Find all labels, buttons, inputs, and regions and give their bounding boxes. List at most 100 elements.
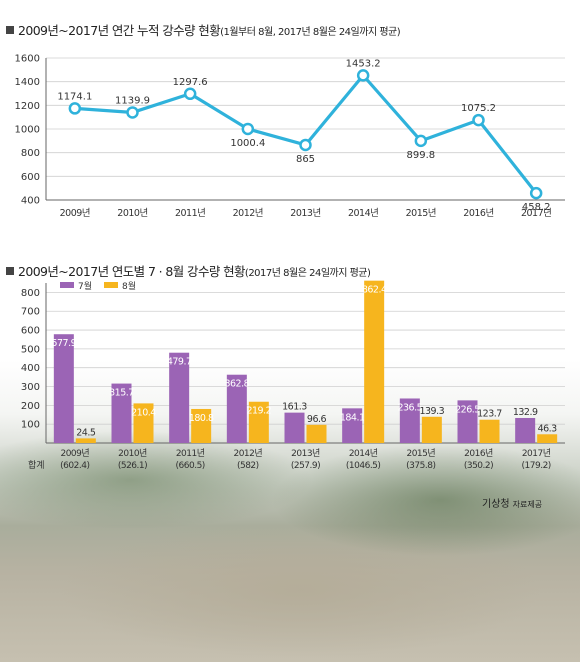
- y-tick-label: 1200: [15, 101, 40, 112]
- data-label: 24.5: [76, 427, 96, 438]
- y-tick-label: 400: [21, 196, 40, 207]
- data-label: 1453.2: [346, 58, 381, 69]
- y-tick-label: 600: [21, 172, 40, 183]
- source-credit: 기상청 자료제공: [482, 495, 542, 510]
- data-label: 161.3: [282, 402, 307, 413]
- line-chart-title-main: 2009년~2017년 연간 누적 강수량 현황: [18, 23, 221, 38]
- bar-august: [479, 419, 500, 443]
- data-label: 219.2: [246, 406, 271, 417]
- bar-august: [191, 408, 212, 443]
- data-label: 1000.4: [230, 138, 265, 149]
- data-label: 362.8: [224, 379, 249, 390]
- y-tick-label: 1400: [15, 77, 40, 88]
- y-tick-label: 600: [21, 326, 40, 337]
- y-tick-label: 300: [21, 382, 40, 393]
- data-label: 226.5: [455, 404, 480, 415]
- legend-label: 8월: [122, 280, 136, 292]
- background-photo-dry-stream: [0, 360, 580, 662]
- data-label: 132.9: [513, 407, 538, 418]
- totals-row-label: 합계: [28, 459, 45, 471]
- line-chart-title: 2009년~2017년 연간 누적 강수량 현황(1월부터 8월, 2017년 …: [6, 20, 401, 39]
- x-tick-label: 2014년: [349, 448, 378, 459]
- data-label: 184.1: [340, 412, 365, 423]
- bar-august: [537, 434, 558, 443]
- bar-august: [306, 424, 327, 443]
- legend-label: 7월: [78, 280, 92, 292]
- y-tick-label: 1000: [15, 125, 40, 136]
- bar-july: [284, 412, 305, 443]
- bar-august: [75, 438, 96, 443]
- y-tick-label: 400: [21, 363, 40, 374]
- data-label: 123.7: [477, 409, 502, 420]
- total-label: (602.4): [60, 461, 89, 471]
- total-label: (350.2): [464, 461, 493, 471]
- data-point: [529, 186, 543, 200]
- x-tick-label: 2011년: [175, 208, 205, 219]
- data-point: [241, 122, 255, 136]
- x-tick-label: 2009년: [60, 208, 90, 219]
- data-label: 1297.6: [173, 77, 208, 88]
- x-tick-label: 2016년: [463, 208, 493, 219]
- data-label: 236.5: [397, 402, 422, 413]
- data-label: 315.7: [109, 388, 134, 399]
- x-tick-label: 2017년: [522, 448, 551, 459]
- x-tick-label: 2010년: [118, 448, 147, 459]
- y-tick-label: 800: [21, 288, 40, 299]
- x-tick-label: 2016년: [464, 448, 493, 459]
- legend-swatch-july: [60, 282, 74, 288]
- y-tick-label: 700: [21, 307, 40, 318]
- y-tick-label: 200: [21, 401, 40, 412]
- data-point: [126, 106, 139, 119]
- source-agency: 기상청: [482, 499, 510, 510]
- x-tick-label: 2009년: [60, 448, 89, 459]
- title-bullet-icon: [6, 26, 14, 34]
- data-point: [183, 87, 197, 101]
- y-tick-label: 1600: [15, 54, 40, 65]
- data-label: 139.3: [419, 406, 444, 417]
- data-label: 180.8: [189, 413, 214, 424]
- data-label: 96.6: [307, 414, 327, 425]
- total-label: (179.2): [522, 461, 551, 471]
- total-label: (257.9): [291, 461, 320, 471]
- line-chart-title-sub: (1월부터 8월, 2017년 8월은 24일까지 평균): [220, 27, 401, 38]
- bar-august: [248, 401, 269, 443]
- data-label: 1174.1: [57, 91, 92, 102]
- total-label: (582): [237, 461, 259, 471]
- x-tick-label: 2014년: [348, 208, 378, 219]
- bar-august: [364, 280, 385, 443]
- x-tick-label: 2015년: [406, 448, 435, 459]
- total-label: (375.8): [406, 461, 435, 471]
- bar-july: [457, 400, 478, 443]
- source-note: 자료제공: [512, 500, 543, 509]
- bar-july: [53, 334, 74, 443]
- bar-july: [111, 383, 132, 443]
- data-point: [299, 138, 312, 152]
- y-tick-label: 500: [21, 344, 40, 355]
- total-label: (660.5): [176, 461, 205, 471]
- bar-chart-title-sub: (2017년 8월은 24일까지 평균): [244, 268, 371, 279]
- data-label: 1075.2: [461, 103, 496, 114]
- bar-july: [342, 408, 363, 443]
- bar-july: [515, 417, 536, 443]
- x-tick-label: 2011년: [176, 448, 205, 459]
- bar-chart-title-main: 2009년~2017년 연도별 7 · 8월 강수량 현황: [18, 264, 246, 279]
- bar-july: [399, 398, 420, 443]
- x-tick-label: 2017년: [521, 208, 551, 219]
- y-tick-label: 100: [21, 420, 40, 431]
- data-point: [68, 102, 82, 115]
- data-label: 899.8: [407, 150, 436, 161]
- data-label: 210.4: [131, 407, 156, 418]
- y-tick-label: 800: [21, 148, 40, 159]
- x-tick-label: 2015년: [406, 208, 436, 219]
- x-tick-label: 2013년: [291, 448, 320, 459]
- x-tick-label: 2013년: [290, 208, 320, 219]
- total-label: (1046.5): [346, 461, 381, 471]
- total-label: (526.1): [118, 461, 147, 471]
- data-label: 458.2: [522, 202, 551, 213]
- data-label: 46.3: [538, 423, 558, 434]
- x-tick-label: 2012년: [233, 208, 263, 219]
- x-tick-label: 2010년: [117, 208, 147, 219]
- data-label: 479.7: [167, 357, 192, 368]
- title-bullet-icon: [6, 267, 14, 275]
- bar-july: [226, 374, 247, 443]
